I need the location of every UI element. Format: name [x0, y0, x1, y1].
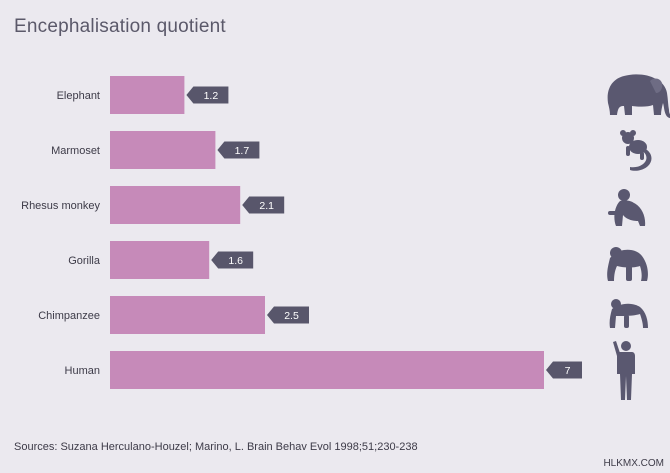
chimpanzee-icon: [609, 299, 648, 328]
bar-human: [110, 351, 544, 389]
bar-rhesus-monkey: [110, 186, 241, 224]
site-credit: HLKMX.COM: [603, 458, 664, 469]
value-tag-marmoset: [217, 141, 260, 159]
category-label-rhesus-monkey: Rhesus monkey: [21, 200, 100, 212]
value-tag-chimpanzee: [267, 306, 309, 324]
category-label-marmoset: Marmoset: [51, 145, 100, 157]
value-tag-gorilla: [211, 251, 254, 269]
gorilla-icon: [607, 247, 648, 281]
bar-elephant: [110, 76, 185, 114]
rhesus-monkey-icon: [608, 189, 646, 226]
elephant-icon: [607, 74, 670, 119]
value-label-chimpanzee: 2.5: [284, 310, 299, 322]
source-note: Sources: Suzana Herculano-Houzel; Marino…: [14, 441, 418, 453]
category-label-chimpanzee: Chimpanzee: [38, 310, 100, 322]
icons-layer: [607, 74, 670, 400]
marmoset-icon: [620, 130, 652, 171]
chart-title: Encephalisation quotient: [14, 16, 226, 37]
value-tag-elephant: [186, 86, 229, 104]
value-tag-rhesus-monkey: [242, 196, 285, 214]
value-label-gorilla: 1.6: [228, 255, 243, 267]
category-label-human: Human: [65, 365, 100, 377]
value-label-marmoset: 1.7: [235, 145, 250, 157]
human-icon: [613, 341, 635, 400]
value-label-human: 7: [565, 365, 571, 377]
bars-layer: Elephant 1.2 Marmoset 1.7 Rhesus monkey 2.1 Go…: [21, 76, 582, 389]
bar-chimpanzee: [110, 296, 265, 334]
category-label-elephant: Elephant: [57, 90, 100, 102]
bar-gorilla: [110, 241, 210, 279]
category-label-gorilla: Gorilla: [68, 255, 101, 267]
value-tag-human: [546, 361, 582, 379]
bar-marmoset: [110, 131, 216, 169]
value-label-rhesus-monkey: 2.1: [259, 200, 274, 212]
value-label-elephant: 1.2: [204, 90, 219, 102]
